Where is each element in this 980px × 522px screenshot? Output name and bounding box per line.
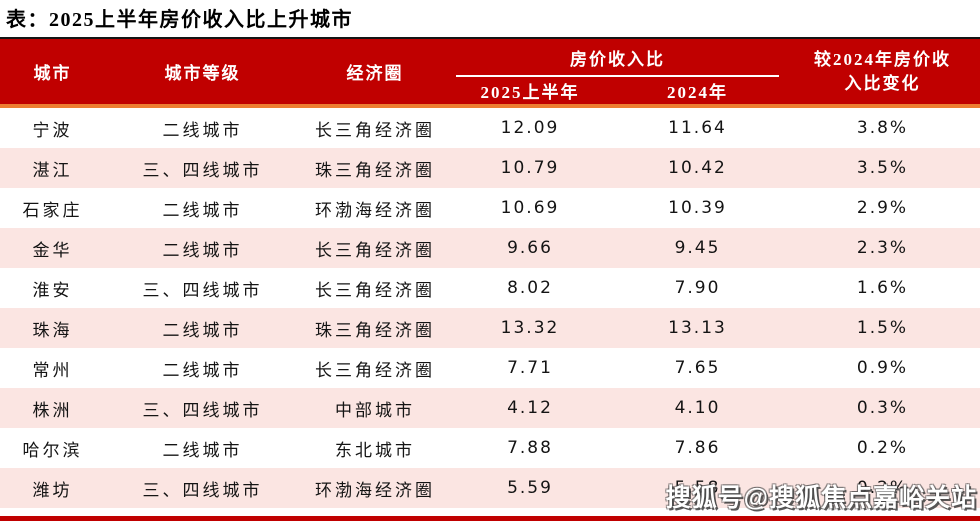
cell-ratio-2024: 4.10: [610, 388, 785, 428]
cell-change: 0.2%: [785, 428, 980, 468]
cell-city-tier: 三、四线城市: [105, 388, 300, 428]
page-title: 表：2025上半年房价收入比上升城市: [6, 9, 353, 31]
cell-economic-circle: 长三角经济圈: [300, 228, 450, 268]
cell-ratio-2025-h1: 12.09: [450, 108, 610, 148]
cell-city-tier: 三、四线城市: [105, 148, 300, 188]
cell-ratio-2024: 7.86: [610, 428, 785, 468]
cell-economic-circle: 环渤海经济圈: [300, 468, 450, 508]
column-header-economic-circle: 经济圈: [300, 38, 450, 104]
cell-city-tier: 二线城市: [105, 108, 300, 148]
table-row: 哈尔滨 二线城市 东北城市 7.88 7.86 0.2%: [0, 428, 980, 468]
cell-economic-circle: 珠三角经济圈: [300, 308, 450, 348]
table-row: 淮安 三、四线城市 长三角经济圈 8.02 7.90 1.6%: [0, 268, 980, 308]
cell-ratio-2024: 7.65: [610, 348, 785, 388]
cell-ratio-2024: 11.64: [610, 108, 785, 148]
cell-economic-circle: 长三角经济圈: [300, 268, 450, 308]
cell-economic-circle: 珠三角经济圈: [300, 148, 450, 188]
cell-ratio-2025-h1: 7.71: [450, 348, 610, 388]
column-header-2024: 2024年: [610, 77, 785, 104]
table-row: 石家庄 二线城市 环渤海经济圈 10.69 10.39 2.9%: [0, 188, 980, 228]
table-header: 城市 城市等级 经济圈 房价收入比 较2024年房价收入比变化 2025上半年 …: [0, 38, 980, 108]
cell-ratio-2025-h1: 10.79: [450, 148, 610, 188]
table-row: 宁波 二线城市 长三角经济圈 12.09 11.64 3.8%: [0, 108, 980, 148]
table-bottom-border: [0, 516, 980, 521]
column-header-change-label: 较2024年房价收入比变化: [814, 49, 951, 93]
table-row: 潍坊 三、四线城市 环渤海经济圈 5.59 5.58 0.2%: [0, 468, 980, 508]
table-row: 湛江 三、四线城市 珠三角经济圈 10.79 10.42 3.5%: [0, 148, 980, 188]
cell-city: 金华: [0, 228, 105, 268]
cell-ratio-2025-h1: 7.88: [450, 428, 610, 468]
header-row-sub: 2025上半年 2024年: [0, 77, 980, 104]
cell-city-tier: 二线城市: [105, 308, 300, 348]
cell-change: 0.3%: [785, 388, 980, 428]
cell-change: 3.8%: [785, 108, 980, 148]
cell-ratio-2025-h1: 13.32: [450, 308, 610, 348]
cell-city-tier: 三、四线城市: [105, 268, 300, 308]
header-row-top: 城市 城市等级 经济圈 房价收入比 较2024年房价收入比变化: [0, 38, 980, 104]
cell-city-tier: 三、四线城市: [105, 468, 300, 508]
cell-ratio-2025-h1: 8.02: [450, 268, 610, 308]
cell-change: 1.5%: [785, 308, 980, 348]
table-row: 常州 二线城市 长三角经济圈 7.71 7.65 0.9%: [0, 348, 980, 388]
cell-economic-circle: 长三角经济圈: [300, 108, 450, 148]
cell-city: 湛江: [0, 148, 105, 188]
cell-economic-circle: 环渤海经济圈: [300, 188, 450, 228]
cell-city-tier: 二线城市: [105, 428, 300, 468]
accent-divider: [0, 104, 980, 108]
cell-ratio-2025-h1: 10.69: [450, 188, 610, 228]
table-body: 宁波 二线城市 长三角经济圈 12.09 11.64 3.8% 湛江 三、四线城…: [0, 108, 980, 508]
cell-ratio-2024: 10.42: [610, 148, 785, 188]
cell-city-tier: 二线城市: [105, 348, 300, 388]
column-group-price-income-ratio: 房价收入比: [450, 38, 785, 77]
cell-ratio-2024: 7.90: [610, 268, 785, 308]
cell-city: 哈尔滨: [0, 428, 105, 468]
cell-city: 株洲: [0, 388, 105, 428]
watermark: 搜狐号@搜狐焦点嘉峪关站: [665, 484, 977, 512]
cell-city: 潍坊: [0, 468, 105, 508]
table-row: 珠海 二线城市 珠三角经济圈 13.32 13.13 1.5%: [0, 308, 980, 348]
cell-city: 珠海: [0, 308, 105, 348]
cell-city-tier: 二线城市: [105, 228, 300, 268]
cell-economic-circle: 中部城市: [300, 388, 450, 428]
cell-change: 0.2%: [785, 468, 980, 508]
cell-city: 常州: [0, 348, 105, 388]
cell-change: 0.9%: [785, 348, 980, 388]
table-row: 株洲 三、四线城市 中部城市 4.12 4.10 0.3%: [0, 388, 980, 428]
cell-change: 2.3%: [785, 228, 980, 268]
cell-economic-circle: 东北城市: [300, 428, 450, 468]
cell-ratio-2025-h1: 5.59: [450, 468, 610, 508]
cell-city: 淮安: [0, 268, 105, 308]
cell-ratio-2025-h1: 9.66: [450, 228, 610, 268]
cell-city: 石家庄: [0, 188, 105, 228]
cell-city: 宁波: [0, 108, 105, 148]
cell-change: 1.6%: [785, 268, 980, 308]
column-header-city-tier: 城市等级: [105, 38, 300, 104]
column-header-2025-h1: 2025上半年: [450, 77, 610, 104]
cell-economic-circle: 长三角经济圈: [300, 348, 450, 388]
column-header-change-vs-2024: 较2024年房价收入比变化: [785, 38, 980, 104]
column-group-label: 房价收入比: [456, 39, 779, 77]
cell-change: 3.5%: [785, 148, 980, 188]
cell-ratio-2024: 13.13: [610, 308, 785, 348]
column-header-city: 城市: [0, 38, 105, 104]
cell-city-tier: 二线城市: [105, 188, 300, 228]
cell-ratio-2024: 10.39: [610, 188, 785, 228]
cell-ratio-2024: 9.45: [610, 228, 785, 268]
cell-ratio-2025-h1: 4.12: [450, 388, 610, 428]
cell-change: 2.9%: [785, 188, 980, 228]
price-income-ratio-table: 城市 城市等级 经济圈 房价收入比 较2024年房价收入比变化 2025上半年 …: [0, 37, 980, 508]
table-row: 金华 二线城市 长三角经济圈 9.66 9.45 2.3%: [0, 228, 980, 268]
cell-ratio-2024: 5.58: [610, 468, 785, 508]
